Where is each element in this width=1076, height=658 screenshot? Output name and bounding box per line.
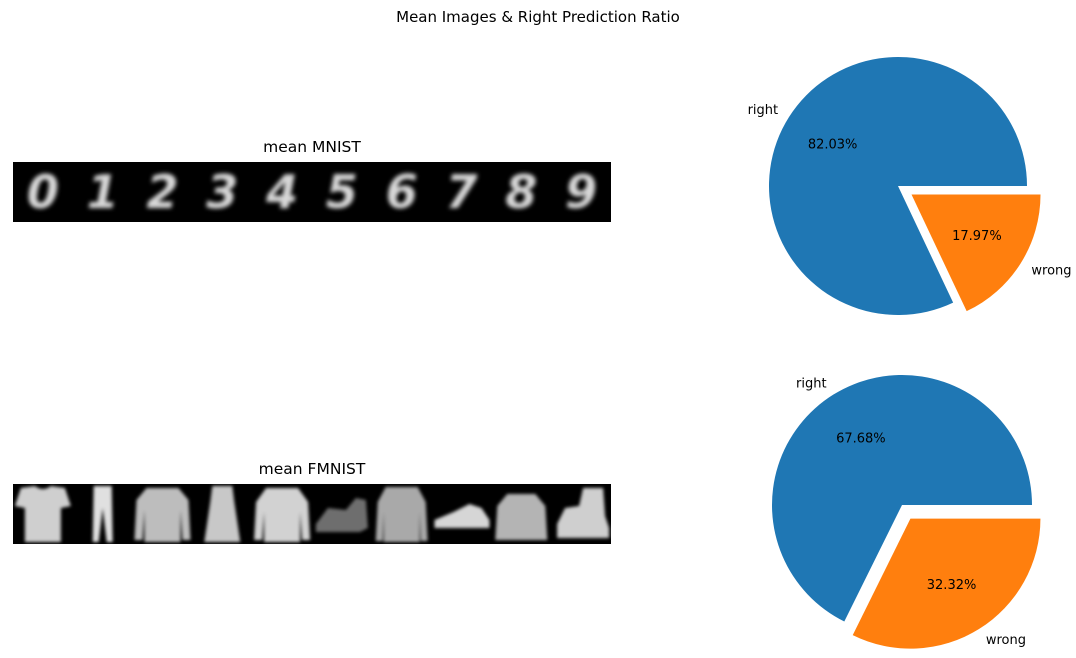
mean-digit-5-image: 5	[326, 165, 358, 219]
pie-value-label-right: 82.03%	[808, 138, 858, 153]
pie-slice-right	[769, 56, 1027, 315]
mean-dress-image	[204, 486, 241, 542]
pie-category-label-wrong: wrong	[1031, 263, 1071, 278]
mean-tshirt-image	[14, 486, 71, 542]
mean-digit-1-image: 1	[87, 165, 119, 219]
fmnist-panel-title: mean FMNIST	[258, 460, 366, 478]
mean-digit-9-image: 9	[565, 165, 597, 219]
pie-slice-right	[772, 375, 1032, 622]
figure-title: Mean Images & Right Prediction Ratio	[396, 8, 680, 26]
mean-shirt-image	[375, 487, 428, 542]
mean-digit-6-image: 6	[386, 165, 418, 219]
mean-digit-3-image: 3	[206, 165, 238, 219]
pie-chart-mnist: 82.03% right 17.97% wrong	[748, 56, 1072, 315]
mean-bag-image	[495, 494, 548, 540]
pie-value-label-right: 67.68%	[836, 432, 886, 447]
pie-value-label-wrong: 32.32%	[927, 578, 977, 593]
mean-digit-2-image: 2	[146, 165, 178, 219]
mean-digit-7-image: 7	[445, 165, 477, 219]
fmnist-mean-image-strip	[13, 484, 611, 544]
pie-category-label-right: right	[796, 376, 827, 391]
pie-value-label-wrong: 17.97%	[952, 229, 1002, 244]
mean-sneaker-image	[434, 504, 490, 528]
mean-digit-4-image: 4	[265, 165, 298, 219]
mnist-panel-title: mean MNIST	[263, 138, 361, 156]
pie-slice-wrong	[911, 194, 1041, 312]
mean-pullover-image	[134, 488, 191, 542]
mean-digit-8-image: 8	[505, 165, 537, 219]
mean-sandal-image	[315, 498, 368, 532]
pie-slice-wrong	[852, 518, 1041, 649]
mean-coat-image	[254, 488, 311, 542]
mean-trouser-image	[92, 486, 113, 542]
mean-boot-image	[557, 488, 610, 538]
pie-chart-fmnist: 67.68% right 32.32% wrong	[772, 375, 1041, 649]
mean-digit-0-image: 0	[27, 165, 59, 219]
pie-category-label-wrong: wrong	[986, 633, 1026, 648]
pie-category-label-right: right	[748, 103, 779, 118]
